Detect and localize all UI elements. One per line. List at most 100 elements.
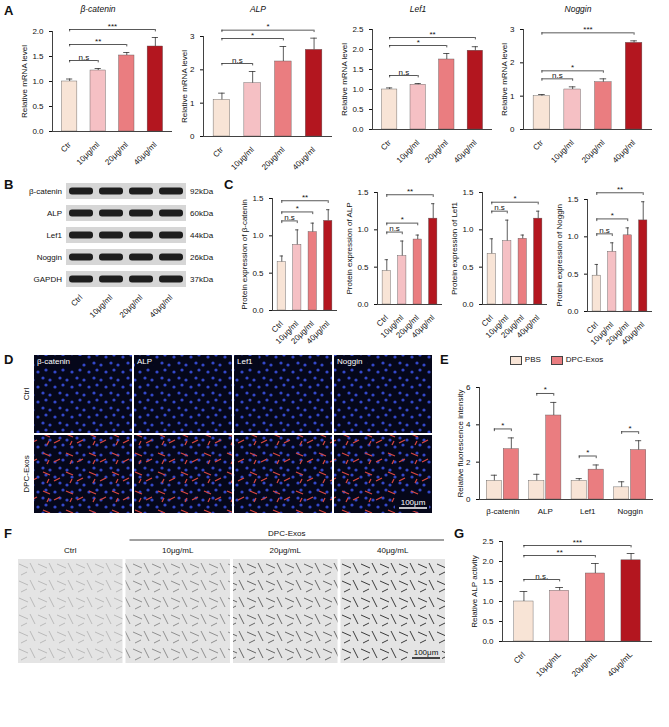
svg-text:**: ** xyxy=(302,193,308,202)
svg-text:2.5: 2.5 xyxy=(352,25,364,34)
svg-text:*: * xyxy=(611,211,614,220)
svg-text:Noggin: Noggin xyxy=(37,253,62,262)
svg-text:1.5: 1.5 xyxy=(357,188,369,197)
svg-text:20μg/mL: 20μg/mL xyxy=(270,546,302,555)
svg-text:Relative mRNA level: Relative mRNA level xyxy=(340,43,349,116)
svg-text:Relative mRNA level: Relative mRNA level xyxy=(180,50,189,123)
svg-text:Protein expression of Lef1: Protein expression of Lef1 xyxy=(450,201,459,294)
svg-text:Ctrl: Ctrl xyxy=(512,650,527,665)
svg-text:Ctr: Ctr xyxy=(59,140,73,154)
svg-text:2: 2 xyxy=(190,65,195,74)
svg-text:n.s: n.s xyxy=(79,53,90,62)
svg-text:***: *** xyxy=(573,538,582,547)
svg-text:0.5: 0.5 xyxy=(357,263,369,272)
svg-text:Noggin: Noggin xyxy=(337,357,362,366)
svg-text:20μg/ml: 20μg/ml xyxy=(118,293,145,320)
svg-text:ALP: ALP xyxy=(538,507,553,516)
svg-text:**: ** xyxy=(557,548,563,557)
svg-text:Lef1: Lef1 xyxy=(46,231,62,240)
svg-text:*: * xyxy=(513,194,516,203)
svg-text:3: 3 xyxy=(510,25,515,34)
svg-text:*: * xyxy=(586,448,589,457)
svg-text:DPC-Exos: DPC-Exos xyxy=(268,529,305,538)
svg-text:**: ** xyxy=(617,185,623,194)
svg-text:Ctr: Ctr xyxy=(211,145,225,159)
svg-text:Protein expression of Noggin: Protein expression of Noggin xyxy=(555,204,564,307)
svg-text:37kDa: 37kDa xyxy=(190,275,214,284)
svg-text:1.5: 1.5 xyxy=(567,195,579,204)
svg-text:Ctrl: Ctrl xyxy=(69,293,84,308)
svg-text:0.0: 0.0 xyxy=(357,300,369,309)
svg-text:0.0: 0.0 xyxy=(252,306,264,315)
svg-text:Ctrl: Ctrl xyxy=(64,546,77,555)
svg-text:40μg/ml: 40μg/ml xyxy=(410,313,437,340)
svg-text:40μg/mL: 40μg/mL xyxy=(606,650,635,679)
svg-text:n.s: n.s xyxy=(494,203,505,212)
svg-text:0.0: 0.0 xyxy=(352,125,364,134)
svg-text:20μg/ml: 20μg/ml xyxy=(103,140,130,167)
svg-text:0: 0 xyxy=(190,132,195,141)
svg-text:1: 1 xyxy=(190,99,195,108)
svg-text:Ctr: Ctr xyxy=(379,138,393,152)
svg-text:40μg/ml: 40μg/ml xyxy=(148,293,175,320)
svg-text:1.0: 1.0 xyxy=(567,232,579,241)
svg-text:1.0: 1.0 xyxy=(462,225,474,234)
svg-text:10μg/ml: 10μg/ml xyxy=(75,140,102,167)
svg-text:1.0: 1.0 xyxy=(32,77,44,86)
svg-text:40μg/ml: 40μg/ml xyxy=(291,145,318,172)
svg-text:Lef1: Lef1 xyxy=(580,507,596,516)
svg-text:**: ** xyxy=(95,37,101,46)
svg-text:3: 3 xyxy=(190,32,195,41)
svg-text:n.s: n.s xyxy=(284,213,295,222)
svg-text:1.5: 1.5 xyxy=(252,194,264,203)
svg-text:***: *** xyxy=(108,22,117,31)
svg-text:n.s: n.s xyxy=(389,224,400,233)
svg-text:0.5: 0.5 xyxy=(567,270,579,279)
svg-text:2.5: 2.5 xyxy=(482,537,494,546)
svg-text:20μg/ml: 20μg/ml xyxy=(423,138,450,165)
svg-text:1.0: 1.0 xyxy=(352,85,364,94)
svg-text:*: * xyxy=(417,38,420,47)
svg-text:n.s: n.s xyxy=(399,68,410,77)
svg-text:*: * xyxy=(266,22,269,31)
svg-text:**: ** xyxy=(429,30,435,39)
svg-text:*: * xyxy=(296,204,299,213)
svg-text:1.0: 1.0 xyxy=(252,231,264,240)
svg-text:10μg/ml: 10μg/ml xyxy=(395,138,422,165)
svg-text:40μg/ml: 40μg/ml xyxy=(620,320,647,347)
svg-text:n.s: n.s xyxy=(232,56,243,65)
svg-text:Relative mRNA level: Relative mRNA level xyxy=(20,45,29,118)
svg-text:Relative fluorescence intensit: Relative fluorescence intensity xyxy=(456,389,465,497)
svg-text:2: 2 xyxy=(466,458,471,467)
svg-text:GAPDH: GAPDH xyxy=(34,275,63,284)
svg-text:0.0: 0.0 xyxy=(462,300,474,309)
svg-text:40μg/ml: 40μg/ml xyxy=(515,313,542,340)
svg-text:10μg/ml: 10μg/ml xyxy=(88,293,115,320)
svg-text:10μg/ml: 10μg/ml xyxy=(549,138,576,165)
svg-text:n.s.: n.s. xyxy=(535,572,548,581)
svg-text:40μg/ml: 40μg/ml xyxy=(305,319,332,346)
svg-text:Noggin: Noggin xyxy=(617,507,642,516)
svg-text:0.5: 0.5 xyxy=(462,263,474,272)
svg-text:1.0: 1.0 xyxy=(482,597,494,606)
svg-text:**: ** xyxy=(407,187,413,196)
svg-text:4: 4 xyxy=(466,420,471,429)
svg-text:0: 0 xyxy=(510,125,515,134)
svg-text:0.0: 0.0 xyxy=(567,307,579,316)
svg-text:26kDa: 26kDa xyxy=(190,253,214,262)
svg-text:*: * xyxy=(401,215,404,224)
svg-text:2: 2 xyxy=(510,58,515,67)
svg-text:ALP: ALP xyxy=(137,357,152,366)
svg-text:1.5: 1.5 xyxy=(352,65,364,74)
svg-text:0.5: 0.5 xyxy=(352,105,364,114)
svg-text:60kDa: 60kDa xyxy=(190,209,214,218)
svg-text:0.0: 0.0 xyxy=(482,637,494,646)
svg-text:*: * xyxy=(571,63,574,72)
svg-text:20μg/ml: 20μg/ml xyxy=(260,145,287,172)
svg-text:2.0: 2.0 xyxy=(32,27,44,36)
svg-text:6: 6 xyxy=(466,383,471,392)
svg-text:100μm: 100μm xyxy=(401,498,426,507)
svg-text:n.s: n.s xyxy=(552,71,563,80)
svg-text:Protein expression of β-cateni: Protein expression of β-catenin xyxy=(240,199,249,309)
svg-text:40μg/ml: 40μg/ml xyxy=(132,140,159,167)
